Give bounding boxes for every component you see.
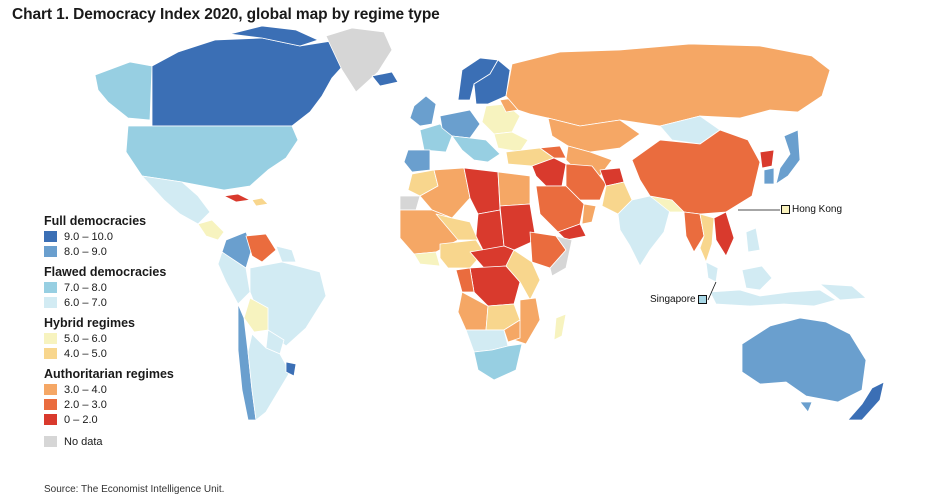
region-philippines [745,227,761,253]
region-somalia [549,235,573,277]
legend: Full democracies 9.0 – 10.0 8.0 – 9.0 Flawe… [44,214,234,449]
singapore-label: Singapore [650,294,696,305]
region-cuba [223,193,251,203]
region-mexico [141,175,211,225]
legend-label: No data [64,435,103,448]
region-canada [151,37,351,127]
legend-item: 0 – 2.0 [44,412,234,427]
chart-title: Chart 1. Democracy Index 2020, global ma… [12,6,440,23]
legend-item: 4.0 – 5.0 [44,346,234,361]
region-gabon-congo [455,267,475,293]
legend-group-title: Flawed democracies [44,265,167,279]
region-papua [819,283,867,301]
region-caribbean [251,197,269,207]
region-madagascar [553,313,567,341]
legend-item: 6.0 – 7.0 [44,295,234,310]
legend-swatch [44,231,57,242]
region-kazakhstan [547,117,641,153]
region-malaysia [705,261,719,283]
legend-swatch [44,399,57,410]
singapore-leader [707,281,717,301]
legend-label: 0 – 2.0 [64,413,98,426]
region-france [419,123,453,153]
region-guianas [275,245,297,263]
legend-label: 6.0 – 7.0 [64,296,107,309]
legend-item: 8.0 – 9.0 [44,244,234,259]
legend-item-no-data: No data [44,434,234,449]
region-egypt [497,171,531,207]
region-south-africa [473,343,523,381]
hong-kong-callout: Hong Kong [781,204,842,215]
legend-label: 4.0 – 5.0 [64,347,107,360]
legend-swatch [44,282,57,293]
legend-swatch [44,436,57,447]
legend-label: 5.0 – 6.0 [64,332,107,345]
legend-swatch [44,348,57,359]
region-oman-uae [581,203,597,225]
region-myanmar [683,211,705,253]
region-niger-mali [435,213,479,241]
region-greenland [325,27,393,93]
region-new-zealand [847,381,885,421]
region-venezuela [245,233,277,263]
legend-item: 5.0 – 6.0 [44,331,234,346]
region-libya [463,167,501,215]
region-tasmania [799,401,813,413]
legend-swatch [44,384,57,395]
region-japan [775,129,801,185]
region-italy-balkans [451,135,501,163]
region-western-sahara [399,195,421,211]
region-yemen [557,223,587,241]
region-india [617,195,671,267]
region-uk-ireland [409,95,437,127]
legend-group-title: Authoritarian regimes [44,367,174,381]
region-iceland [371,71,399,87]
legend-item: 7.0 – 8.0 [44,280,234,295]
region-sudan [499,203,537,251]
region-korea-north [759,149,775,169]
legend-group-title: Hybrid regimes [44,316,136,330]
region-russia [505,43,831,127]
region-zimbabwe [503,319,521,343]
region-iberia [403,149,431,173]
legend-label: 2.0 – 3.0 [64,398,107,411]
legend-item: 2.0 – 3.0 [44,397,234,412]
region-uruguay [285,361,297,377]
legend-swatch [44,297,57,308]
legend-label: 9.0 – 10.0 [64,230,113,243]
region-sweden-finland [473,59,511,105]
region-caucasus [539,145,567,159]
hong-kong-marker [781,205,790,214]
region-alaska [94,61,153,121]
region-canada-islands [229,25,319,47]
legend-label: 7.0 – 8.0 [64,281,107,294]
legend-group-title: Full democracies [44,214,147,228]
legend-swatch [44,246,57,257]
legend-label: 8.0 – 9.0 [64,245,107,258]
legend-label: 3.0 – 4.0 [64,383,107,396]
legend-swatch [44,333,57,344]
legend-item: 3.0 – 4.0 [44,382,234,397]
region-borneo [741,265,773,291]
region-bolivia [243,297,269,333]
region-australia [741,317,867,403]
legend-item: 9.0 – 10.0 [44,229,234,244]
region-korea-south [763,167,775,185]
region-ghana-coast [413,251,441,267]
hong-kong-label: Hong Kong [792,204,843,215]
singapore-callout: Singapore [650,294,707,305]
region-central-america [197,219,225,241]
region-usa [125,125,299,191]
region-laos-vietnam [713,211,735,257]
region-indonesia [709,289,837,307]
region-argentina [247,333,291,421]
singapore-marker [697,295,707,304]
legend-swatch [44,414,57,425]
source-note: Source: The Economist Intelligence Unit. [44,484,225,495]
region-ukraine [493,131,529,153]
region-china [631,129,761,215]
